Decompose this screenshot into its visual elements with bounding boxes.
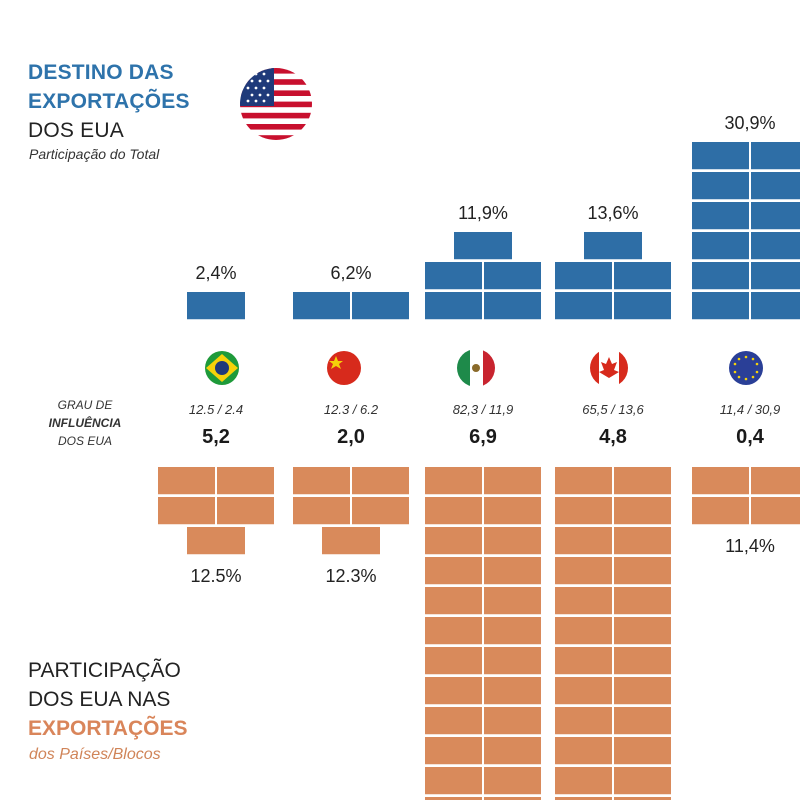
top-title-line-2: EXPORTAÇÕES	[28, 90, 190, 113]
influence-label-line-1: GRAU DE	[57, 398, 113, 412]
influence-index-0: 5,2	[202, 426, 230, 448]
us-share-label-1: 6,2%	[330, 263, 371, 283]
partner-share-row	[555, 737, 671, 766]
top-title-line-3: DOS EUA	[28, 119, 124, 142]
partner-share-bar-3	[555, 467, 671, 800]
partner-share-row	[555, 557, 671, 586]
partner-share-row	[425, 737, 541, 766]
bottom-title-line-1: PARTICIPAÇÃO	[28, 659, 181, 682]
partner-share-bar-2	[425, 467, 541, 800]
us-share-row	[692, 202, 800, 231]
bottom-title: PARTICIPAÇÃO DOS EUA NAS EXPORTAÇÕES	[28, 656, 187, 743]
us-share-label-0: 2,4%	[195, 263, 236, 283]
partner-share-row	[555, 767, 671, 796]
partner-share-row	[425, 767, 541, 796]
partner-share-row	[692, 467, 800, 496]
us-share-bar-2	[425, 232, 541, 321]
us-share-row	[293, 292, 409, 321]
partner-share-row	[158, 467, 274, 496]
us-share-row	[692, 292, 800, 321]
partner-share-row	[555, 797, 671, 800]
usa-flag-icon	[240, 68, 312, 140]
us-share-label-4: 30,9%	[724, 113, 775, 133]
partner-share-row	[293, 467, 409, 496]
china-flag-icon	[327, 351, 361, 385]
bottom-title-line-2: DOS EUA NAS	[28, 688, 171, 711]
partner-share-row	[425, 557, 541, 586]
ratio-label-3: 65,5 / 13,6	[582, 402, 644, 417]
partner-share-row	[555, 497, 671, 526]
us-share-row	[692, 262, 800, 291]
partner-share-label-1: 12.3%	[325, 566, 376, 586]
us-share-row	[555, 262, 671, 291]
partner-share-row	[555, 527, 671, 556]
us-share-bar-4	[692, 142, 800, 321]
top-subtitle: Participação do Total	[29, 146, 160, 162]
partner-share-row	[555, 677, 671, 706]
partner-share-row	[692, 497, 800, 526]
partner-share-row	[555, 587, 671, 616]
influence-index-3: 4,8	[599, 426, 627, 448]
partner-share-row	[425, 647, 541, 676]
partner-share-bar-0	[158, 467, 274, 556]
partner-share-row	[555, 647, 671, 676]
ratio-label-2: 82,3 / 11,9	[453, 402, 513, 417]
partner-share-row	[425, 587, 541, 616]
partner-share-row	[555, 617, 671, 646]
eu-flag-icon	[729, 351, 763, 385]
us-share-row	[187, 292, 245, 321]
us-share-label-3: 13,6%	[587, 203, 638, 223]
ratio-label-0: 12.5 / 2.4	[189, 402, 243, 417]
influence-label-line-3: DOS EUA	[57, 434, 112, 448]
top-title: DESTINO DAS EXPORTAÇÕES DOS EUA	[28, 58, 190, 145]
partner-share-row	[425, 677, 541, 706]
influence-label: GRAU DE INFLUÊNCIA DOS EUA	[20, 396, 150, 450]
partner-share-row	[425, 797, 541, 800]
top-title-line-1: DESTINO DAS	[28, 61, 174, 84]
partner-share-row	[425, 527, 541, 556]
us-share-bar-1	[293, 292, 409, 321]
us-share-row	[692, 232, 800, 261]
partner-share-row	[187, 527, 245, 556]
partner-share-row	[425, 497, 541, 526]
partner-share-row	[425, 467, 541, 496]
us-share-row	[584, 232, 642, 261]
partner-share-row	[555, 707, 671, 736]
us-share-row	[692, 142, 800, 171]
partner-share-label-0: 12.5%	[190, 566, 241, 586]
influence-index-1: 2,0	[337, 426, 365, 448]
us-share-row	[425, 262, 541, 291]
partner-share-row	[293, 497, 409, 526]
us-share-bar-3	[555, 232, 671, 321]
partner-share-row	[425, 617, 541, 646]
us-share-label-2: 11,9%	[458, 203, 508, 223]
partner-share-row	[425, 707, 541, 736]
influence-label-line-2: INFLUÊNCIA	[48, 416, 122, 430]
ratio-label-4: 11,4 / 30,9	[720, 402, 780, 417]
us-share-row	[425, 292, 541, 321]
partner-share-row	[158, 497, 274, 526]
partner-share-row	[322, 527, 380, 556]
ratio-label-1: 12.3 / 6.2	[324, 402, 379, 417]
partner-share-row	[555, 467, 671, 496]
partner-share-label-4: 11,4%	[725, 536, 775, 556]
brazil-flag-icon	[205, 351, 239, 385]
mexico-flag-icon	[457, 349, 495, 387]
bottom-title-line-3: EXPORTAÇÕES	[28, 717, 188, 740]
us-share-bar-0	[187, 292, 245, 321]
canada-flag-icon	[590, 349, 628, 387]
influence-index-4: 0,4	[736, 426, 765, 448]
partner-share-bar-4	[692, 467, 800, 526]
us-share-row	[692, 172, 800, 201]
us-share-row	[454, 232, 512, 261]
bottom-subtitle: dos Países/Blocos	[29, 746, 161, 763]
influence-index-2: 6,9	[469, 426, 497, 448]
partner-share-bar-1	[293, 467, 409, 556]
us-share-row	[555, 292, 671, 321]
